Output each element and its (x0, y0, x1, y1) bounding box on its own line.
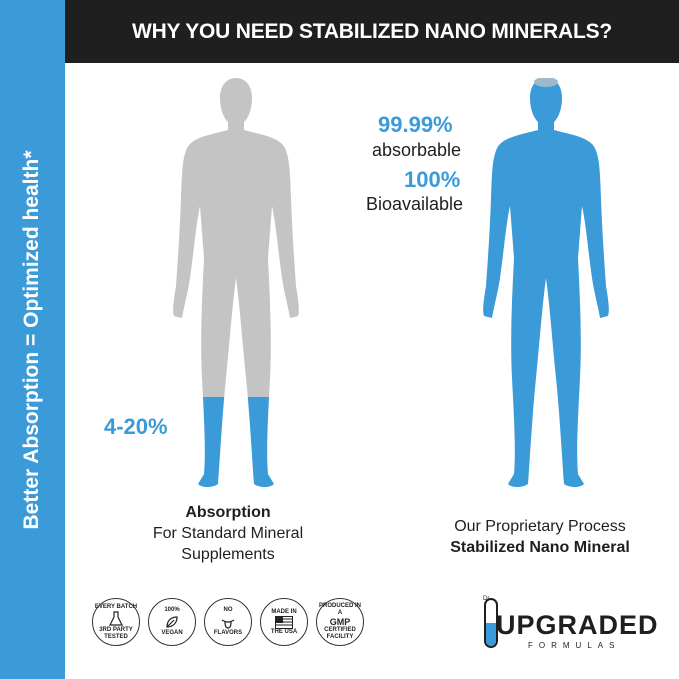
badge-no-flavors: NO FLAVORS (204, 598, 252, 646)
badge-vegan: 100% VEGAN (148, 598, 196, 646)
capsule-icon (484, 598, 498, 648)
absorbable-percent: 99.99% (378, 112, 453, 137)
badge-bottom-text: THE USA (270, 628, 298, 635)
gmp-icon: GMP (329, 617, 351, 627)
badge-sub-text: CERTIFIED (324, 627, 356, 633)
sidebar-band: Better Absorption = Optimized health* (0, 0, 65, 679)
gray-body-figure (173, 78, 299, 487)
standard-caption-bold: Absorption (185, 504, 271, 521)
leaf-icon (166, 616, 178, 628)
badge-top-text: MADE IN (271, 608, 297, 615)
standard-caption-line2: Supplements (181, 546, 275, 563)
badge-top-text: EVERY BATCH (94, 603, 138, 610)
badge-bottom-text: VEGAN (161, 630, 183, 636)
badge-bottom-text: 3RD PARTY TESTED (99, 626, 133, 640)
nano-caption-line1: Our Proprietary Process (454, 518, 626, 535)
tongue-icon (221, 619, 235, 629)
badge-top-text: NO (223, 607, 233, 613)
badge-third-party-tested: EVERY BATCH 3RD PARTY TESTED (92, 598, 140, 646)
certification-badges: EVERY BATCH 3RD PARTY TESTED 100% VEGAN … (92, 598, 364, 646)
logo-subtitle: FORMULAS (528, 641, 621, 650)
page-title: WHY YOU NEED STABILIZED NANO MINERALS? (65, 0, 679, 63)
bioavailable-percent: 100% (404, 167, 461, 192)
standard-caption: Absorption For Standard Mineral Suppleme… (110, 502, 346, 565)
badge-bottom-text: FLAVORS (213, 630, 243, 636)
flask-icon (109, 610, 123, 626)
brand-logo: Dr. UPGRADED FORMULAS (480, 596, 658, 656)
standard-absorption-percent: 4-20% (104, 414, 168, 439)
blue-body-figure (483, 78, 609, 487)
absorbable-label: absorbable (372, 140, 462, 160)
sidebar-slogan: Better Absorption = Optimized health* (20, 150, 43, 530)
logo-wordmark: UPGRADED (496, 610, 659, 640)
bioavailable-label: Bioavailable (366, 194, 464, 214)
badge-top-text: 100% (164, 607, 180, 613)
badge-top-text: PRODUCED IN A (318, 603, 361, 616)
flag-icon (275, 615, 293, 629)
nano-caption-bold: Stabilized Nano Mineral (450, 539, 630, 556)
badge-bottom-text: FACILITY (326, 634, 354, 640)
badge-gmp-certified: PRODUCED IN A GMP CERTIFIED FACILITY (316, 598, 364, 646)
standard-caption-line1: For Standard Mineral (152, 525, 304, 542)
nano-caption: Our Proprietary Process Stabilized Nano … (420, 516, 660, 558)
logo-mark: Dr. (483, 596, 491, 602)
badge-made-in-usa: MADE IN THE USA (260, 598, 308, 646)
